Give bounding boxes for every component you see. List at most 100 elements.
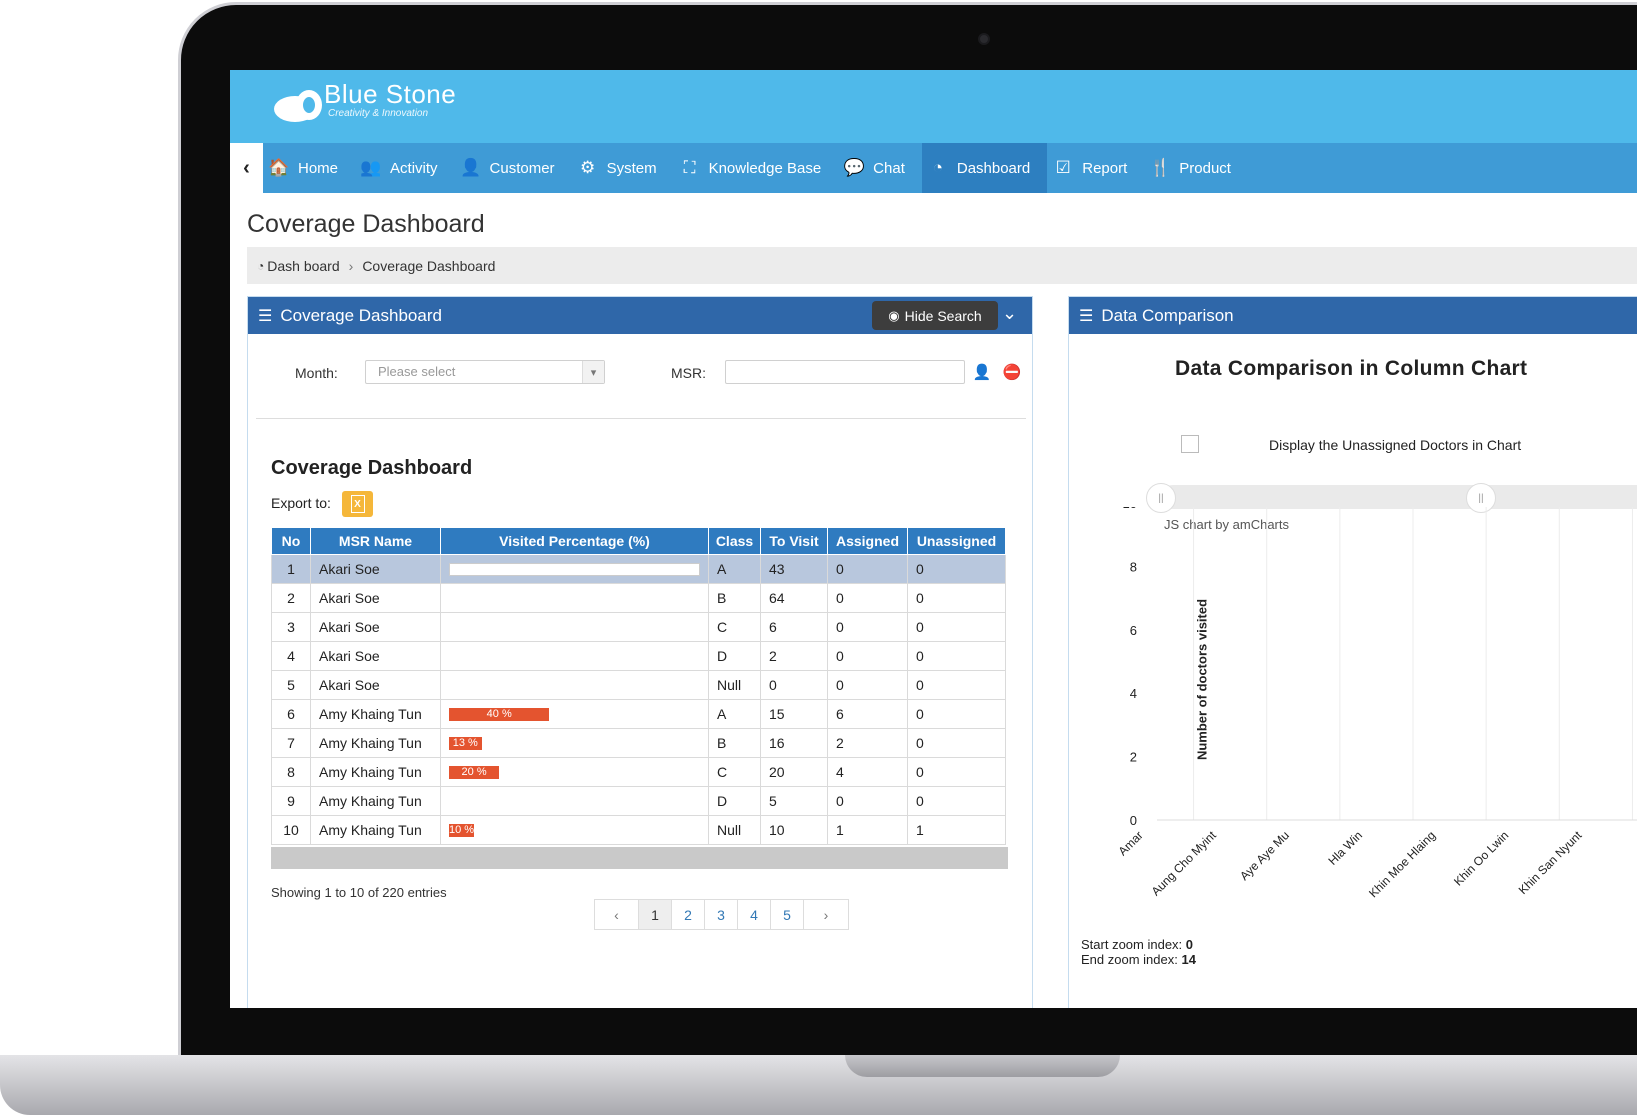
hide-search-label: Hide Search [904, 307, 982, 324]
coverage-panel-header: ☰ Coverage Dashboard ◉ Hide Search ⌄ [248, 297, 1032, 334]
scrollbar-grip-right[interactable]: || [1466, 483, 1496, 513]
column-header[interactable]: Visited Percentage (%) [440, 527, 709, 555]
nav-item-chat[interactable]: 💬 Chat [838, 143, 922, 193]
column-header[interactable]: Class [708, 527, 761, 555]
cell-no: 3 [271, 612, 311, 642]
table-row[interactable]: 1 Akari Soe A 43 0 0 [271, 554, 1006, 584]
cell-visited-percentage [440, 670, 709, 700]
page-button[interactable]: 2 [672, 900, 705, 929]
nav-item-knowledge-base[interactable]: ⛶ Knowledge Base [674, 143, 839, 193]
cell-assigned: 0 [827, 583, 908, 613]
zoom-end-label: End zoom index: [1081, 952, 1178, 967]
cell-name: Akari Soe [310, 670, 441, 700]
x-tick-label: Hla Win [1326, 828, 1366, 868]
table-row[interactable]: 6 Amy Khaing Tun 40 % A 15 6 0 [271, 699, 1006, 729]
progress-bar: 40 % [449, 707, 550, 721]
cell-name: Amy Khaing Tun [310, 757, 441, 787]
month-select[interactable]: Please select ▾ [365, 360, 605, 384]
table-header-row: No MSR Name Visited Percentage (%) Class To … [271, 527, 1006, 555]
cell-no: 8 [271, 757, 311, 787]
nav-item-label: Activity [390, 159, 438, 177]
table-row[interactable]: 7 Amy Khaing Tun 13 % B 16 2 0 [271, 728, 1006, 758]
cell-visited-percentage: 10 % [440, 815, 709, 845]
nav-item-report[interactable]: ☑ Report [1047, 143, 1144, 193]
cell-cls: A [708, 699, 761, 729]
cell-unassigned: 1 [907, 815, 1006, 845]
remove-icon[interactable]: ⛔ [1002, 364, 1022, 381]
nav-item-product[interactable]: 🍴 Product [1144, 143, 1248, 193]
nav-item-label: System [606, 159, 657, 177]
chart-credit[interactable]: JS chart by amCharts [1164, 517, 1289, 532]
scrollbar-grip-left[interactable]: || [1146, 483, 1176, 513]
cell-name: Akari Soe [310, 554, 441, 584]
cell-unassigned: 0 [907, 786, 1006, 816]
nav-item-system[interactable]: ⚙ System [572, 143, 674, 193]
cell-to-visit: 43 [760, 554, 828, 584]
unassigned-checkbox[interactable] [1181, 435, 1199, 453]
breadcrumb: ◔ Dash board › Coverage Dashboard [247, 247, 1637, 284]
cell-to-visit: 0 [760, 670, 828, 700]
cell-visited-percentage: 13 % [440, 728, 709, 758]
x-tick-label: Khin San Nyunt [1516, 828, 1585, 897]
table-row[interactable]: 5 Akari Soe Null 0 0 0 [271, 670, 1006, 700]
cell-assigned: 2 [827, 728, 908, 758]
table-row[interactable]: 8 Amy Khaing Tun 20 % C 20 4 0 [271, 757, 1006, 787]
hide-search-button[interactable]: ◉ Hide Search [872, 301, 998, 330]
prev-page-button[interactable]: ‹ [595, 900, 639, 929]
cell-visited-percentage [440, 786, 709, 816]
cell-cls: C [708, 757, 761, 787]
dashboard-icon: ◔ [257, 258, 265, 273]
nav-item-customer[interactable]: 👤 Customer [455, 143, 572, 193]
nav-item-activity[interactable]: 👥 Activity [355, 143, 455, 193]
breadcrumb-separator: › [348, 257, 354, 274]
page-button[interactable]: 3 [705, 900, 738, 929]
user-icon[interactable]: 👤 [972, 364, 992, 381]
table-row[interactable]: 10 Amy Khaing Tun 10 % Null 10 1 1 [271, 815, 1006, 845]
brand-tagline: Creativity & Innovation [328, 108, 429, 119]
cell-name: Amy Khaing Tun [310, 699, 441, 729]
cell-unassigned: 0 [907, 612, 1006, 642]
cell-to-visit: 16 [760, 728, 828, 758]
column-header[interactable]: No [271, 527, 311, 555]
page-button[interactable]: 1 [639, 900, 672, 929]
cell-name: Amy Khaing Tun [310, 728, 441, 758]
cell-visited-percentage: 20 % [440, 757, 709, 787]
column-header[interactable]: To Visit [760, 527, 828, 555]
next-page-button[interactable]: › [823, 906, 829, 923]
cell-assigned: 0 [827, 670, 908, 700]
menu-icon: ☰ [1079, 307, 1094, 325]
export-excel-button[interactable]: X [342, 491, 373, 517]
chevron-down-icon[interactable]: ⌄ [1002, 303, 1018, 323]
x-tick-label: Khin Moe Hlaing [1366, 828, 1438, 900]
page-button[interactable]: 4 [738, 900, 771, 929]
table-row[interactable]: 9 Amy Khaing Tun D 5 0 0 [271, 786, 1006, 816]
showing-entries: Showing 1 to 10 of 220 entries [271, 885, 447, 900]
cell-cls: C [708, 612, 761, 642]
nav-item-home[interactable]: 🏠 Home [263, 143, 355, 193]
breadcrumb-root[interactable]: Dash board [267, 257, 340, 274]
cell-unassigned: 0 [907, 728, 1006, 758]
table-row[interactable]: 2 Akari Soe B 64 0 0 [271, 583, 1006, 613]
msr-input[interactable] [725, 360, 965, 384]
chevron-left-icon[interactable]: ‹ [230, 143, 263, 193]
dashboard-icon: ◔ [932, 158, 943, 177]
column-header[interactable]: Assigned [827, 527, 908, 555]
cell-cls: D [708, 641, 761, 671]
progress-bar: 10 % [449, 823, 475, 837]
zoom-start-label: Start zoom index: [1081, 937, 1183, 952]
chart-scrollbar[interactable] [1161, 485, 1637, 509]
table-row[interactable]: 3 Akari Soe C 6 0 0 [271, 612, 1006, 642]
comparison-panel-header: ☰ Data Comparison [1069, 297, 1637, 334]
cell-to-visit: 64 [760, 583, 828, 613]
pagination: ‹ 1 2 3 4 5 › [594, 899, 849, 930]
page-button[interactable]: 5 [771, 900, 804, 929]
column-header[interactable]: MSR Name [310, 527, 441, 555]
table-row[interactable]: 4 Akari Soe D 2 0 0 [271, 641, 1006, 671]
x-tick-label: Aung Cho Myint [1149, 828, 1220, 899]
cell-visited-percentage [440, 554, 709, 584]
nav-item-dashboard[interactable]: ◔ Dashboard [921, 143, 1048, 193]
y-tick-label: 0 [1130, 813, 1137, 828]
page-title: Coverage Dashboard [247, 210, 485, 238]
column-header[interactable]: Unassigned [907, 527, 1006, 555]
brand-logo[interactable]: Blue Stone Creativity & Innovation [270, 80, 456, 126]
